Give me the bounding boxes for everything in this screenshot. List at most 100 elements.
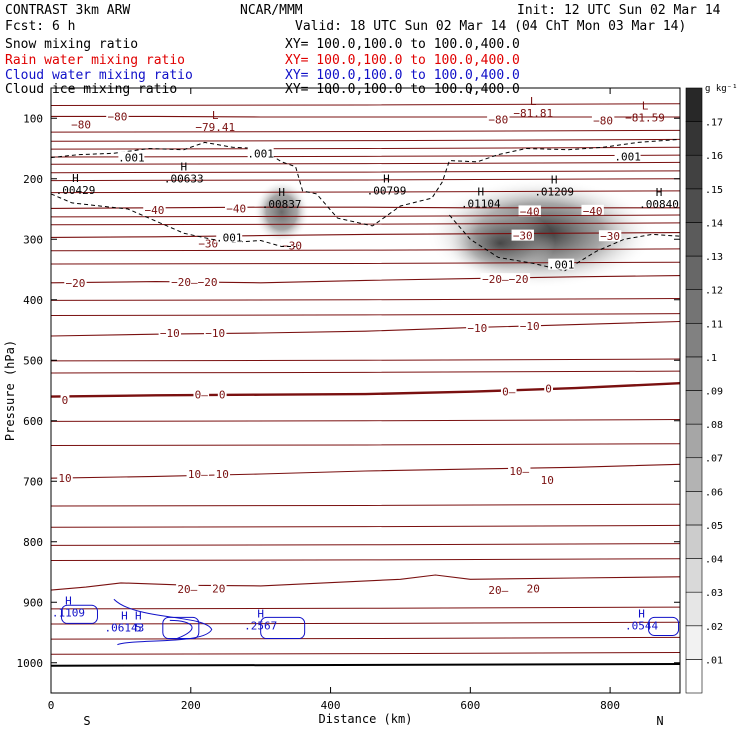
temperature-contour-label: 0 (219, 389, 226, 402)
field-cloudice-xy: XY= 100.0,100.0 to 100.0,400.0 (285, 82, 520, 97)
cloud-water-contour (113, 598, 213, 646)
field-cloudice-name: Cloud ice mixing ratio (5, 82, 178, 97)
colorbar-tick-label: .11 (705, 319, 723, 330)
contour-label-bg (176, 582, 199, 594)
temperature-contour (50, 313, 681, 316)
valid-time: Valid: 18 UTC Sun 02 Mar 14 (04 ChT Mon … (295, 19, 687, 34)
x-tick-label: 400 (321, 699, 341, 712)
field-cloudwater-xy: XY= 100.0,100.0 to 100.0,400.0 (285, 68, 520, 83)
temperature-contour-label: −20 (66, 277, 86, 290)
temperature-contour (50, 232, 681, 238)
temperature-contour (50, 524, 681, 528)
contour-label-bg (217, 388, 227, 400)
contour-label-bg (525, 582, 542, 594)
y-tick-label: 300 (23, 233, 43, 246)
y-tick-label: 600 (23, 415, 43, 428)
contour-label-bg (539, 474, 556, 486)
temperature-contour (50, 261, 681, 265)
contour-label-bg (169, 276, 220, 288)
contour-label-bg (500, 385, 517, 397)
contour-label-bg (518, 205, 541, 217)
extremum-value: .00799 (367, 185, 407, 198)
contour-label-bg (480, 273, 531, 285)
colorbar-bin (685, 356, 703, 391)
y-tick-label: 700 (23, 475, 43, 488)
cloud-ice-contour (50, 138, 681, 227)
contour-label-bg (591, 114, 615, 126)
temperature-contour-label: −20—−20 (171, 276, 217, 289)
extremum-marker: L (642, 99, 649, 112)
temperature-contour (50, 358, 681, 362)
north-label: N (656, 714, 663, 728)
x-tick-label: 600 (460, 699, 480, 712)
contour-label-bg (210, 582, 227, 594)
colorbar-bin (685, 591, 703, 627)
temperature-contour-label: 10 (216, 468, 229, 481)
x-axis-label: Distance (km) (319, 712, 413, 726)
colorbar-bin (685, 625, 703, 660)
colorbar-bin (685, 121, 703, 156)
colorbar-tick-label: .06 (705, 487, 723, 498)
model-title: CONTRAST 3km ARW (5, 3, 131, 18)
colorbar-bin (685, 322, 703, 358)
temperature-contour (50, 275, 681, 284)
field-cloudwater-name: Cloud water mixing ratio (5, 68, 193, 83)
temperature-contour-label: −30 (513, 230, 533, 243)
field-snow-name: Snow mixing ratio (5, 37, 139, 52)
temperature-contour (50, 574, 681, 591)
colorbar-tick-label: .13 (705, 252, 723, 263)
contour-label-bg (69, 118, 93, 130)
temperature-contour (50, 103, 681, 107)
contour-label-bg (106, 110, 129, 122)
colorbar-tick-label: .1 (705, 353, 717, 364)
cloud-water-contour (260, 616, 306, 640)
colorbar-bin (685, 524, 703, 559)
temperature-contour (50, 419, 681, 422)
colorbar-tick-label: .14 (705, 218, 723, 229)
colorbar-tick-label: .03 (705, 588, 723, 599)
temperature-contour-label: 10 (541, 474, 554, 487)
temperature-contour (50, 503, 681, 507)
contour-label-bg (508, 464, 531, 476)
temperature-contour (50, 463, 681, 479)
shaded-mixing-ratio-max (253, 180, 310, 245)
temperature-contour (50, 138, 681, 142)
colorbar-bin (685, 87, 703, 122)
temperature-contour-label: −40 (226, 202, 246, 215)
colorbar-tick-label: .02 (705, 622, 723, 633)
contour-label-bg (158, 327, 182, 339)
extremum-marker: H (121, 609, 128, 622)
temperature-contour-label: −20—−20 (482, 273, 528, 286)
contour-label-bg (614, 150, 641, 162)
contour-label-bg (204, 327, 227, 339)
temperature-contour-label: −40 (144, 204, 164, 217)
contour-label-bg (186, 467, 209, 479)
south-label: S (83, 714, 90, 728)
extremum-value: .01104 (461, 197, 501, 210)
organization-label: NCAR/MMM (240, 3, 303, 18)
surface-line (50, 662, 681, 667)
contour-label-bg (247, 147, 274, 159)
contour-label-bg (548, 258, 575, 270)
colorbar-bin (685, 491, 703, 526)
extremum-marker: H (180, 161, 187, 174)
contour-label-bg (197, 237, 220, 249)
y-tick-label: 400 (23, 294, 43, 307)
temperature-contour-label: 20 (212, 582, 225, 595)
extremum-marker: H (257, 608, 264, 621)
temperature-contour (50, 370, 681, 374)
colorbar-tick-label: .09 (705, 387, 723, 398)
extremum-value: .2567 (244, 620, 277, 633)
contour-label-bg (511, 229, 534, 241)
temperature-contour-label: −30 (282, 239, 302, 252)
colorbar-tick-label: .05 (705, 521, 723, 532)
cloud-ice-label: .001 (118, 152, 145, 165)
extremum-marker: H (278, 186, 285, 199)
temperature-contour-label: 10— (509, 465, 529, 478)
colorbar-tick-label: .12 (705, 286, 723, 297)
extremum-value: .00633 (164, 173, 204, 186)
cloud-water-contour (169, 619, 193, 640)
colorbar-unit-label: g kg⁻¹ (705, 84, 738, 94)
colorbar-bin (685, 659, 703, 694)
